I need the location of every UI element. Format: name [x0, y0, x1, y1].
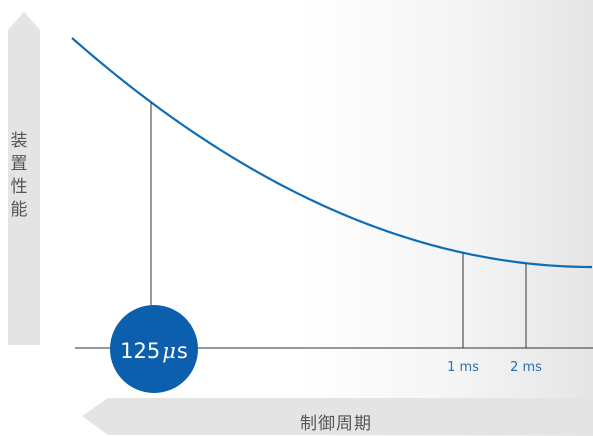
highlight-unit-s: s	[177, 339, 188, 363]
y-axis-label-char: 能	[10, 200, 28, 220]
highlight-value: 125	[120, 339, 160, 363]
background-glow	[300, 0, 593, 436]
y-axis-label-char: 装	[10, 131, 28, 151]
tick-label-1ms: 1 ms	[447, 360, 479, 375]
y-axis-arrow	[8, 12, 40, 345]
y-axis-label: 装置性能	[4, 130, 34, 222]
y-axis-label-char: 性	[10, 177, 28, 197]
performance-curve	[71, 37, 593, 269]
highlight-unit-mu: μ	[162, 339, 176, 363]
x-axis-label: 制御周期	[300, 414, 372, 434]
y-axis-label-char: 置	[10, 154, 28, 174]
x-axis-arrow	[82, 398, 593, 435]
highlight-bubble-125us	[110, 305, 198, 393]
tick-label-2ms: 2 ms	[510, 360, 542, 375]
highlight-label-125us: 125μs	[120, 339, 188, 363]
